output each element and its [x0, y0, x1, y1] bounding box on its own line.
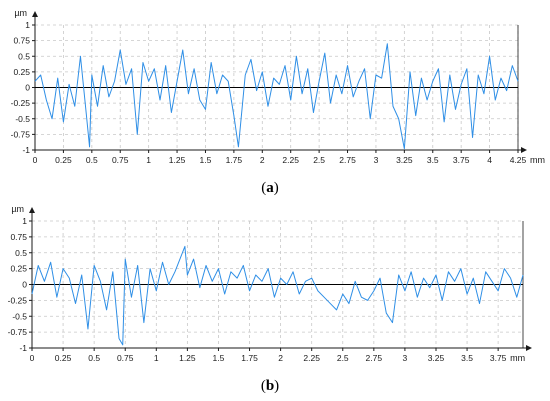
caption-a-open: ( — [261, 180, 266, 196]
x-tick-label: 4.25 — [510, 155, 527, 165]
y-tick-label: -0.75 — [11, 129, 31, 139]
x-tick-label: 0 — [30, 353, 35, 363]
y-tick-label: 0 — [25, 83, 30, 93]
x-tick-label: 3.75 — [453, 155, 470, 165]
x-tick-label: 0.5 — [86, 155, 98, 165]
x-tick-label: 1.25 — [169, 155, 186, 165]
x-tick-label: 4 — [487, 155, 492, 165]
x-tick-label: 2 — [278, 353, 283, 363]
x-tick-label: 3.5 — [427, 155, 439, 165]
x-tick-label: 2 — [260, 155, 265, 165]
x-unit-label: mm — [510, 353, 525, 363]
x-tick-label: 0.25 — [55, 353, 72, 363]
y-tick-label: -0.25 — [8, 295, 28, 305]
x-tick-label: 0.75 — [117, 353, 134, 363]
y-tick-label: 0.75 — [10, 232, 27, 242]
x-tick-label: 1 — [154, 353, 159, 363]
x-tick-label: 1.25 — [179, 353, 196, 363]
x-tick-label: 3.75 — [490, 353, 507, 363]
series-line — [31, 245, 524, 346]
y-tick-label: -1 — [22, 145, 30, 155]
x-tick-label: 0.5 — [88, 353, 100, 363]
x-unit-label: mm — [530, 155, 545, 165]
y-tick-label: 1 — [25, 20, 30, 30]
x-tick-label: 3.25 — [396, 155, 413, 165]
caption-a: (a) — [261, 180, 279, 196]
y-tick-label: -1 — [19, 343, 27, 353]
x-tick-label: 1.75 — [241, 353, 258, 363]
y-tick-label: -0.75 — [8, 327, 28, 337]
y-unit-label: µm — [11, 204, 24, 214]
x-tick-label: 1.75 — [226, 155, 243, 165]
y-tick-label: 0.75 — [13, 36, 30, 46]
y-tick-label: 0.5 — [15, 248, 27, 258]
x-tick-label: 3 — [374, 155, 379, 165]
caption-a-letter: a — [266, 180, 274, 196]
chart-panel-a: 10.750.50.250-0.25-0.5-0.75-10 0.25 0.5 0.7… — [11, 8, 545, 165]
y-tick-label: -0.5 — [12, 311, 27, 321]
y-unit-label: µm — [14, 8, 27, 18]
x-axis-arrow — [521, 147, 527, 153]
x-tick-label: 3.25 — [428, 353, 445, 363]
x-tick-label: 3 — [403, 353, 408, 363]
y-tick-label: 0.5 — [18, 51, 30, 61]
x-tick-label: 2.25 — [303, 353, 320, 363]
chart-panel-b: 10.750.50.250-0.25-0.5-0.75-10 0.25 0.5 0.7… — [8, 204, 532, 363]
caption-b-letter: b — [266, 378, 274, 394]
x-tick-label: 2.75 — [339, 155, 356, 165]
x-tick-label: 3.5 — [461, 353, 473, 363]
y-tick-label: 0.25 — [10, 264, 27, 274]
caption-b-open: ( — [261, 378, 266, 394]
y-tick-label: 0.25 — [13, 67, 30, 77]
caption-b: (b) — [261, 378, 279, 394]
x-tick-label: 0.25 — [55, 155, 72, 165]
x-tick-label: 1.5 — [200, 155, 212, 165]
x-tick-label: 2.75 — [366, 353, 383, 363]
y-axis-arrow — [32, 11, 38, 17]
x-tick-label: 1 — [146, 155, 151, 165]
y-tick-label: 1 — [22, 216, 27, 226]
y-axis-arrow — [29, 207, 35, 213]
caption-a-close: ) — [274, 180, 279, 196]
x-axis-arrow — [526, 345, 532, 351]
x-tick-label: 2.5 — [337, 353, 349, 363]
x-tick-label: 2.5 — [313, 155, 325, 165]
y-tick-label: -0.25 — [11, 98, 31, 108]
series-line — [34, 43, 519, 150]
caption-b-close: ) — [274, 378, 279, 394]
x-tick-label: 0.75 — [112, 155, 129, 165]
x-tick-label: 0 — [33, 155, 38, 165]
x-tick-label: 1.5 — [213, 353, 225, 363]
x-tick-label: 2.25 — [282, 155, 299, 165]
y-tick-label: -0.5 — [15, 114, 30, 124]
y-tick-label: 0 — [22, 280, 27, 290]
